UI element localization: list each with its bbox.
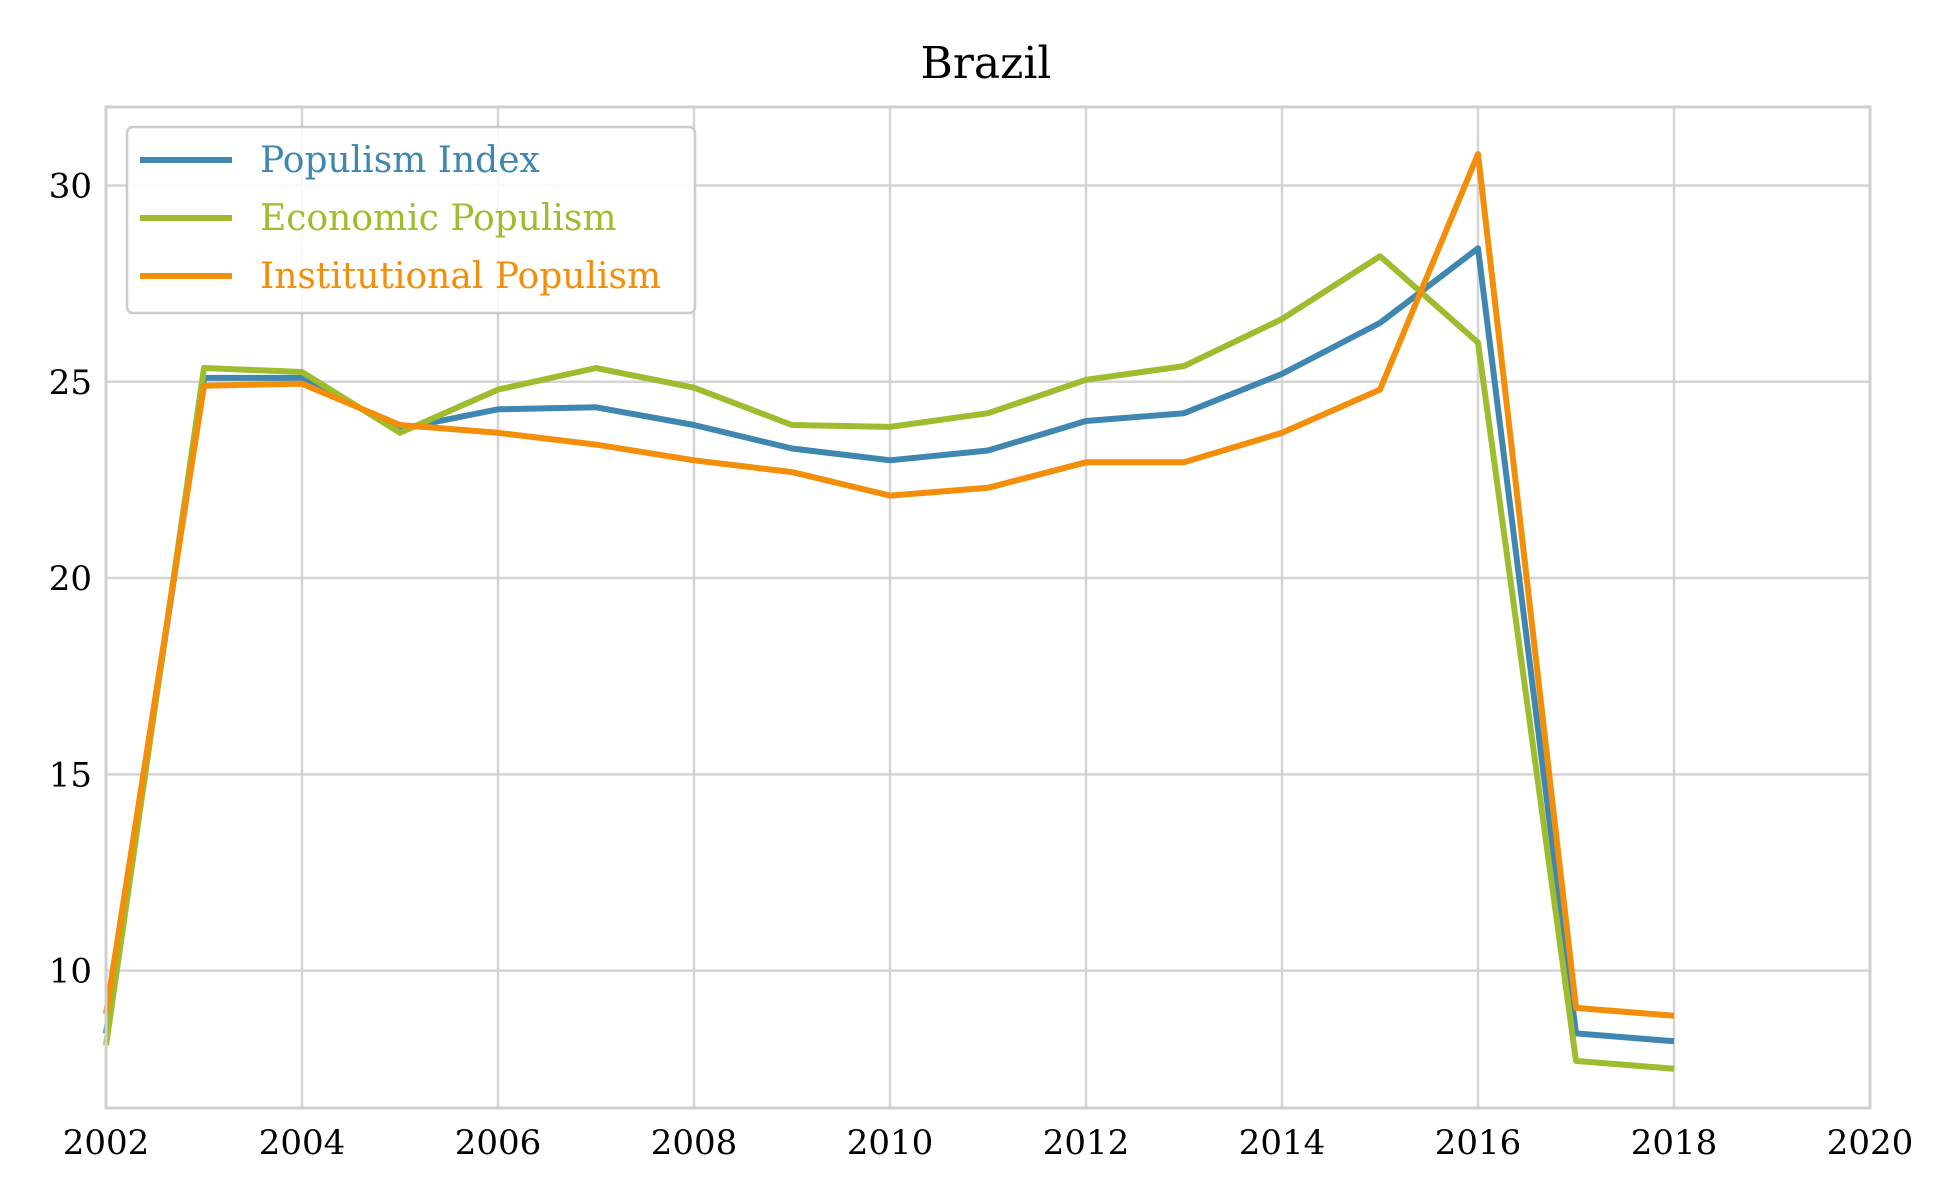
chart-title: Brazil: [921, 38, 1052, 89]
y-axis-ticks: 10 15 20 25 30: [49, 167, 92, 992]
legend-label: Institutional Populism: [260, 256, 661, 297]
x-axis-ticks: 2002 2004 2006 2008 2010 2012 2014 2016 2018 2020: [63, 1123, 1914, 1163]
x-tick-label: 2020: [1827, 1123, 1914, 1163]
x-tick-label: 2004: [259, 1123, 346, 1163]
series-line-2: [103, 151, 1675, 1019]
y-tick-label: 10: [49, 952, 92, 992]
x-tick-label: 2002: [63, 1123, 150, 1163]
plot-frame: [104, 105, 1872, 1110]
legend-label: Populism Index: [260, 140, 540, 181]
x-tick-label: 2010: [847, 1123, 934, 1163]
legend: Populism Index Economic Populism Instituti…: [125, 125, 697, 315]
y-tick-label: 20: [49, 559, 92, 599]
x-tick-label: 2008: [651, 1123, 738, 1163]
x-tick-label: 2012: [1043, 1123, 1130, 1163]
legend-frame: [125, 125, 697, 315]
x-tick-label: 2016: [1435, 1123, 1522, 1163]
grid: [104, 107, 1872, 1108]
y-tick-label: 15: [49, 755, 92, 795]
x-tick-label: 2006: [455, 1123, 542, 1163]
x-tick-label: 2014: [1239, 1123, 1326, 1163]
x-tick-label: 2018: [1631, 1123, 1718, 1163]
y-tick-label: 30: [49, 167, 92, 207]
series-lines: [103, 151, 1675, 1072]
y-tick-label: 25: [49, 363, 92, 403]
legend-label: Economic Populism: [260, 198, 617, 239]
